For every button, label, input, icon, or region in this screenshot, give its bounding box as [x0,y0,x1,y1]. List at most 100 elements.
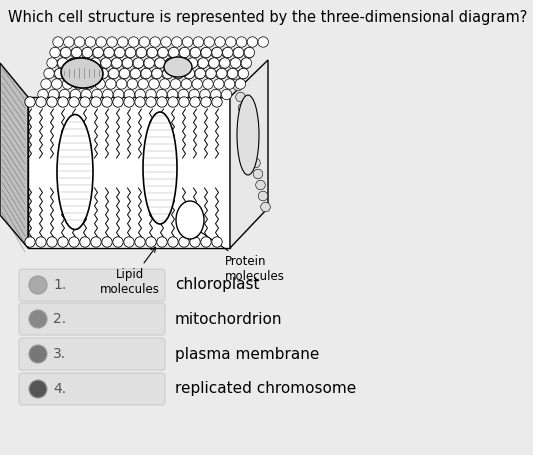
Text: Lipid
molecules: Lipid molecules [100,247,160,296]
Circle shape [168,47,179,58]
Circle shape [149,79,159,89]
Circle shape [216,69,226,79]
Circle shape [29,310,47,328]
FancyBboxPatch shape [19,303,165,335]
Circle shape [29,276,47,294]
Circle shape [197,58,207,69]
Circle shape [223,47,233,58]
Circle shape [258,37,269,47]
Circle shape [95,79,105,89]
Circle shape [102,89,113,100]
Circle shape [216,68,227,79]
FancyBboxPatch shape [19,269,165,301]
Circle shape [190,47,200,58]
Circle shape [200,48,211,58]
Circle shape [238,68,248,79]
Text: mitochordrion: mitochordrion [175,312,282,327]
Circle shape [57,58,67,69]
Circle shape [114,48,124,58]
Circle shape [253,169,263,179]
Circle shape [215,37,225,47]
Circle shape [92,48,102,58]
Circle shape [127,79,138,89]
Circle shape [113,237,123,247]
Circle shape [41,79,51,89]
Text: replicated chromosome: replicated chromosome [175,381,356,396]
Circle shape [82,48,92,58]
Circle shape [111,58,121,69]
Circle shape [157,97,167,107]
Circle shape [89,58,100,69]
Circle shape [227,69,237,79]
Circle shape [90,58,100,68]
Circle shape [201,237,211,247]
Circle shape [195,68,205,79]
Text: Which cell structure is represented by the three-dimensional diagram?: Which cell structure is represented by t… [8,10,527,25]
Circle shape [86,69,96,79]
Circle shape [76,68,86,79]
Circle shape [47,97,57,107]
Circle shape [36,237,46,247]
Ellipse shape [143,112,177,224]
Text: 2.: 2. [53,312,66,326]
Circle shape [132,58,143,69]
Circle shape [168,237,178,247]
Circle shape [166,58,176,68]
Circle shape [182,37,193,47]
Circle shape [220,58,230,68]
Circle shape [135,237,145,247]
Circle shape [102,97,112,107]
Circle shape [221,89,232,100]
Circle shape [61,47,71,58]
Circle shape [211,48,221,58]
Circle shape [54,68,65,79]
Circle shape [183,69,194,79]
Circle shape [80,237,90,247]
Circle shape [201,97,211,107]
Circle shape [256,180,265,190]
Circle shape [230,58,240,69]
Circle shape [247,37,257,47]
Circle shape [246,136,255,146]
Circle shape [211,89,221,100]
Circle shape [192,79,203,89]
Circle shape [59,89,70,100]
Circle shape [109,68,119,79]
Circle shape [244,48,254,58]
Circle shape [75,37,85,47]
Circle shape [162,69,172,79]
Circle shape [150,37,160,47]
Circle shape [97,69,108,79]
Circle shape [124,97,134,107]
Text: plasma membrane: plasma membrane [175,347,319,362]
Circle shape [248,147,258,157]
Circle shape [232,48,243,58]
Circle shape [224,79,235,89]
Circle shape [175,58,186,69]
Circle shape [201,47,212,58]
Circle shape [66,68,76,79]
Circle shape [244,47,255,58]
Circle shape [68,58,79,68]
Circle shape [141,68,151,79]
Circle shape [240,58,251,69]
Circle shape [187,58,197,69]
Circle shape [98,68,108,79]
Circle shape [181,79,191,89]
Circle shape [180,47,190,58]
Circle shape [176,58,187,68]
FancyBboxPatch shape [19,373,165,405]
Circle shape [119,68,130,79]
Circle shape [119,69,129,79]
Circle shape [222,48,232,58]
Circle shape [209,58,219,68]
Polygon shape [28,97,230,248]
Circle shape [58,237,68,247]
Circle shape [47,237,57,247]
Circle shape [125,48,135,58]
Circle shape [140,69,151,79]
Circle shape [167,89,178,100]
Circle shape [157,89,167,100]
Circle shape [243,125,253,135]
Circle shape [135,48,146,58]
